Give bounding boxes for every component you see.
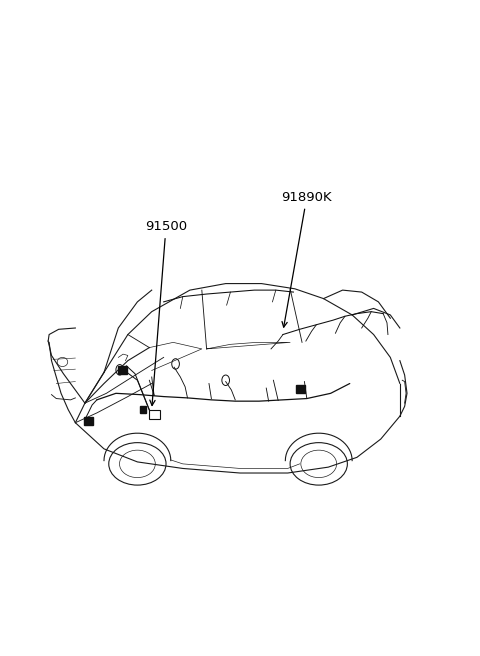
Text: 91500: 91500 xyxy=(145,220,187,405)
Bar xyxy=(296,386,305,394)
Bar xyxy=(84,417,93,424)
Text: 91890K: 91890K xyxy=(281,191,332,327)
Bar xyxy=(149,409,160,419)
Bar xyxy=(118,366,127,374)
Bar xyxy=(140,406,146,413)
